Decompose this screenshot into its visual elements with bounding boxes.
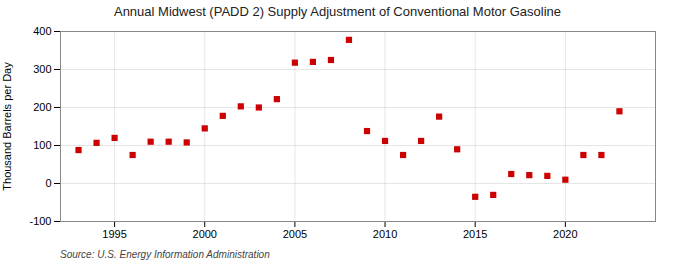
svg-text:Thousand Barrels per Day: Thousand Barrels per Day [1,62,13,191]
svg-text:100: 100 [33,139,51,151]
svg-text:2005: 2005 [283,228,307,240]
svg-text:2010: 2010 [373,228,397,240]
html-text:Annual Midwest (PADD 2) Supply: Annual Midwest (PADD 2) Supply Adjustmen… [114,4,561,19]
svg-text:300: 300 [33,63,51,75]
svg-text:200: 200 [33,101,51,113]
svg-text:400: 400 [33,25,51,37]
svg-text:2000: 2000 [193,228,217,240]
svg-text:2015: 2015 [463,228,487,240]
html-text:Source: U.S. Energy Informatio: Source: U.S. Energy Information Administ… [60,249,270,260]
svg-text:2020: 2020 [553,228,577,240]
svg-text:0: 0 [45,177,51,189]
svg-text:1995: 1995 [102,228,126,240]
svg-text:-100: -100 [29,215,51,227]
